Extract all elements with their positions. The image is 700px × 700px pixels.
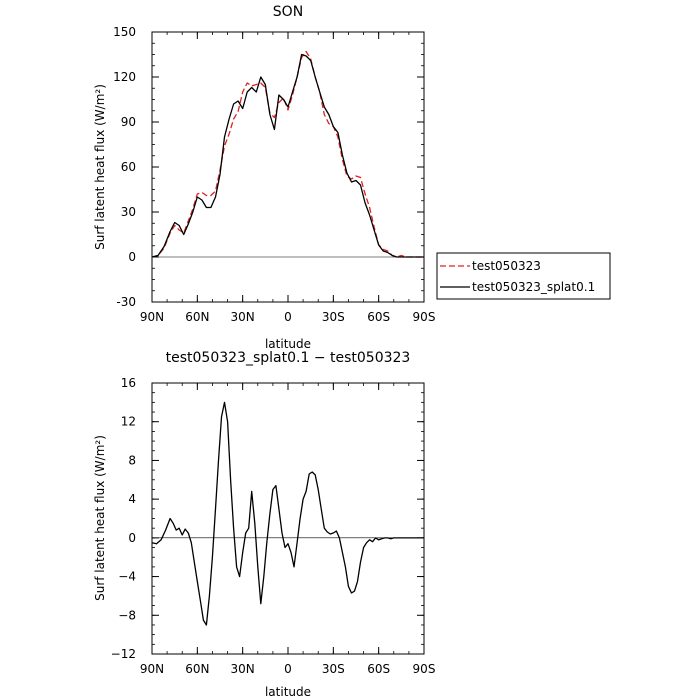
bottom-panel: test050323_splat0.1 − test050323 90N 60N 3… bbox=[93, 350, 435, 699]
x-tick-label: 30N bbox=[231, 310, 255, 324]
y-tick-label: 120 bbox=[113, 70, 136, 84]
series-line-0-1 bbox=[151, 53, 424, 258]
x-tick-label: 30N bbox=[231, 662, 255, 676]
y-tick-label: 8 bbox=[128, 453, 136, 467]
x-tick-label: 60S bbox=[367, 310, 390, 324]
legend-label-splat: test050323_splat0.1 bbox=[472, 280, 595, 294]
y-tick-label: 4 bbox=[128, 492, 136, 506]
bottom-y-axis-label: Surf latent heat flux (W/m²) bbox=[93, 435, 107, 601]
y-tick-label: -30 bbox=[116, 295, 136, 309]
x-tick-label: 90N bbox=[140, 310, 164, 324]
top-plot-frame bbox=[151, 31, 425, 303]
x-tick-label: 60S bbox=[367, 662, 390, 676]
y-tick-label: 90 bbox=[121, 115, 136, 129]
x-tick-label: 30S bbox=[322, 662, 345, 676]
y-tick-label: 150 bbox=[113, 25, 136, 39]
bottom-series bbox=[151, 401, 424, 626]
x-tick-label: 60N bbox=[185, 662, 209, 676]
x-tick-label: 0 bbox=[284, 310, 292, 324]
legend-box bbox=[436, 252, 611, 300]
top-y-axis-label: Surf latent heat flux (W/m²) bbox=[93, 84, 107, 250]
top-panel: SON 90N 60N 30N 0 30S 60S 90S-300306090120150 … bbox=[93, 4, 435, 351]
top-series bbox=[151, 50, 424, 258]
legend: test050323 test050323_splat0.1 bbox=[436, 252, 611, 300]
bottom-ticks: 90N 60N 30N 0 30S 60S 90S −12 −8 −4 0 4 8 12 16 bbox=[111, 376, 436, 676]
bottom-plot-frame bbox=[151, 382, 425, 655]
x-tick-label: 30S bbox=[322, 310, 345, 324]
y-tick-label: −4 bbox=[118, 570, 136, 584]
y-tick-label: −12 bbox=[111, 647, 136, 661]
x-tick-label: 90S bbox=[413, 662, 436, 676]
bottom-chart-title: test050323_splat0.1 − test050323 bbox=[166, 350, 411, 366]
y-tick-label: 16 bbox=[121, 376, 136, 390]
x-tick-label: 0 bbox=[284, 662, 292, 676]
bottom-x-axis-label: latitude bbox=[265, 685, 311, 699]
x-tick-label: 60N bbox=[185, 310, 209, 324]
x-tick-label: 90N bbox=[140, 662, 164, 676]
y-tick-label: −8 bbox=[118, 608, 136, 622]
y-tick-label: 0 bbox=[128, 531, 136, 545]
y-tick-label: 60 bbox=[121, 160, 136, 174]
top-chart-title: SON bbox=[273, 4, 303, 20]
series-line-0-0 bbox=[151, 50, 424, 258]
y-tick-label: 0 bbox=[128, 250, 136, 264]
top-x-axis-label: latitude bbox=[265, 337, 311, 351]
x-tick-label: 90S bbox=[413, 310, 436, 324]
y-tick-label: 30 bbox=[121, 205, 136, 219]
legend-label-test050323: test050323 bbox=[472, 259, 541, 273]
series-line-1-0 bbox=[151, 401, 424, 626]
top-ticks: 90N 60N 30N 0 30S 60S 90S -30 0 30 60 90 120 150 bbox=[113, 25, 435, 324]
y-tick-label: 12 bbox=[121, 415, 136, 429]
